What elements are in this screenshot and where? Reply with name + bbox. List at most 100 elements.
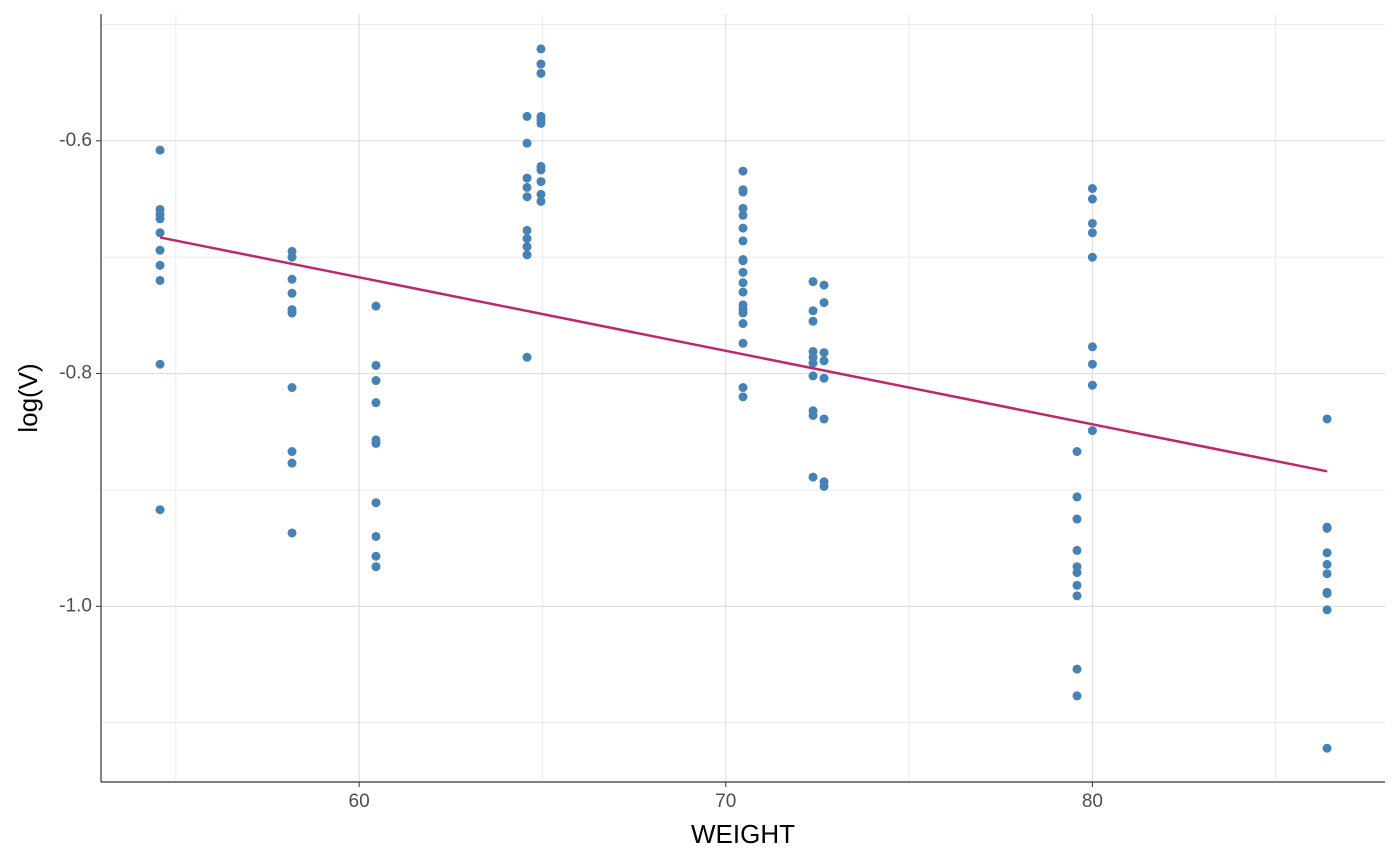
point [371, 398, 381, 408]
point [371, 531, 381, 541]
point [1072, 545, 1082, 555]
point [1322, 588, 1332, 598]
point [536, 177, 546, 187]
point [536, 44, 546, 54]
point [819, 356, 829, 366]
point [536, 68, 546, 78]
point [1322, 559, 1332, 569]
point [1087, 426, 1097, 436]
point [1087, 252, 1097, 262]
point [819, 373, 829, 383]
point [1087, 342, 1097, 352]
point [1072, 492, 1082, 502]
point [738, 319, 748, 329]
point [819, 481, 829, 491]
point [536, 196, 546, 206]
point [738, 287, 748, 297]
point [522, 173, 532, 183]
point [738, 187, 748, 197]
point [1322, 605, 1332, 615]
point [536, 189, 546, 199]
point [738, 267, 748, 277]
x-tick-label: 60 [349, 791, 370, 812]
point [371, 438, 381, 448]
x-tick-label: 70 [715, 791, 736, 812]
point [808, 371, 818, 381]
point [1072, 514, 1082, 524]
point [522, 138, 532, 148]
point [536, 165, 546, 175]
point [808, 277, 818, 287]
point [536, 118, 546, 128]
point [522, 192, 532, 202]
point [155, 228, 165, 238]
point [808, 316, 818, 326]
point [287, 447, 297, 457]
point [522, 352, 532, 362]
point [738, 166, 748, 176]
point [371, 360, 381, 370]
point [808, 306, 818, 316]
point [287, 383, 297, 393]
point [287, 252, 297, 262]
point [1072, 691, 1082, 701]
point [1322, 523, 1332, 533]
point [1087, 184, 1097, 194]
point [536, 59, 546, 69]
point [522, 111, 532, 121]
x-tick-label: 80 [1082, 791, 1103, 812]
point [738, 383, 748, 393]
point [155, 145, 165, 155]
point [522, 250, 532, 260]
point [1322, 743, 1332, 753]
point [371, 301, 381, 311]
point [1322, 548, 1332, 558]
y-tick-label: -0.6 [59, 130, 92, 151]
y-tick-label: -0.8 [59, 363, 92, 384]
point [371, 498, 381, 508]
point [819, 298, 829, 308]
point [1072, 664, 1082, 674]
point [1072, 580, 1082, 590]
point [819, 414, 829, 424]
point [371, 562, 381, 572]
point [738, 338, 748, 348]
point [1072, 591, 1082, 601]
point [522, 182, 532, 192]
point [155, 260, 165, 270]
point [371, 551, 381, 561]
point [287, 288, 297, 298]
point [522, 225, 532, 235]
point [1087, 359, 1097, 369]
point [287, 458, 297, 468]
point [738, 308, 748, 318]
point [522, 242, 532, 252]
point [287, 528, 297, 538]
point [371, 376, 381, 386]
point [1072, 568, 1082, 578]
fit-line [159, 236, 1328, 473]
x-axis-label: WEIGHT [691, 819, 795, 849]
point [819, 348, 829, 358]
point [155, 505, 165, 515]
point [808, 358, 818, 368]
point [1322, 569, 1332, 579]
point [1087, 380, 1097, 390]
point [738, 223, 748, 233]
point [1322, 414, 1332, 424]
point [155, 214, 165, 224]
point [522, 234, 532, 244]
point [738, 392, 748, 402]
point [1087, 194, 1097, 204]
point [1087, 218, 1097, 228]
point [819, 280, 829, 290]
point [155, 359, 165, 369]
point [155, 245, 165, 255]
point [287, 308, 297, 318]
point [808, 410, 818, 420]
point [738, 256, 748, 266]
point [738, 210, 748, 220]
point [808, 472, 818, 482]
point [1072, 447, 1082, 457]
